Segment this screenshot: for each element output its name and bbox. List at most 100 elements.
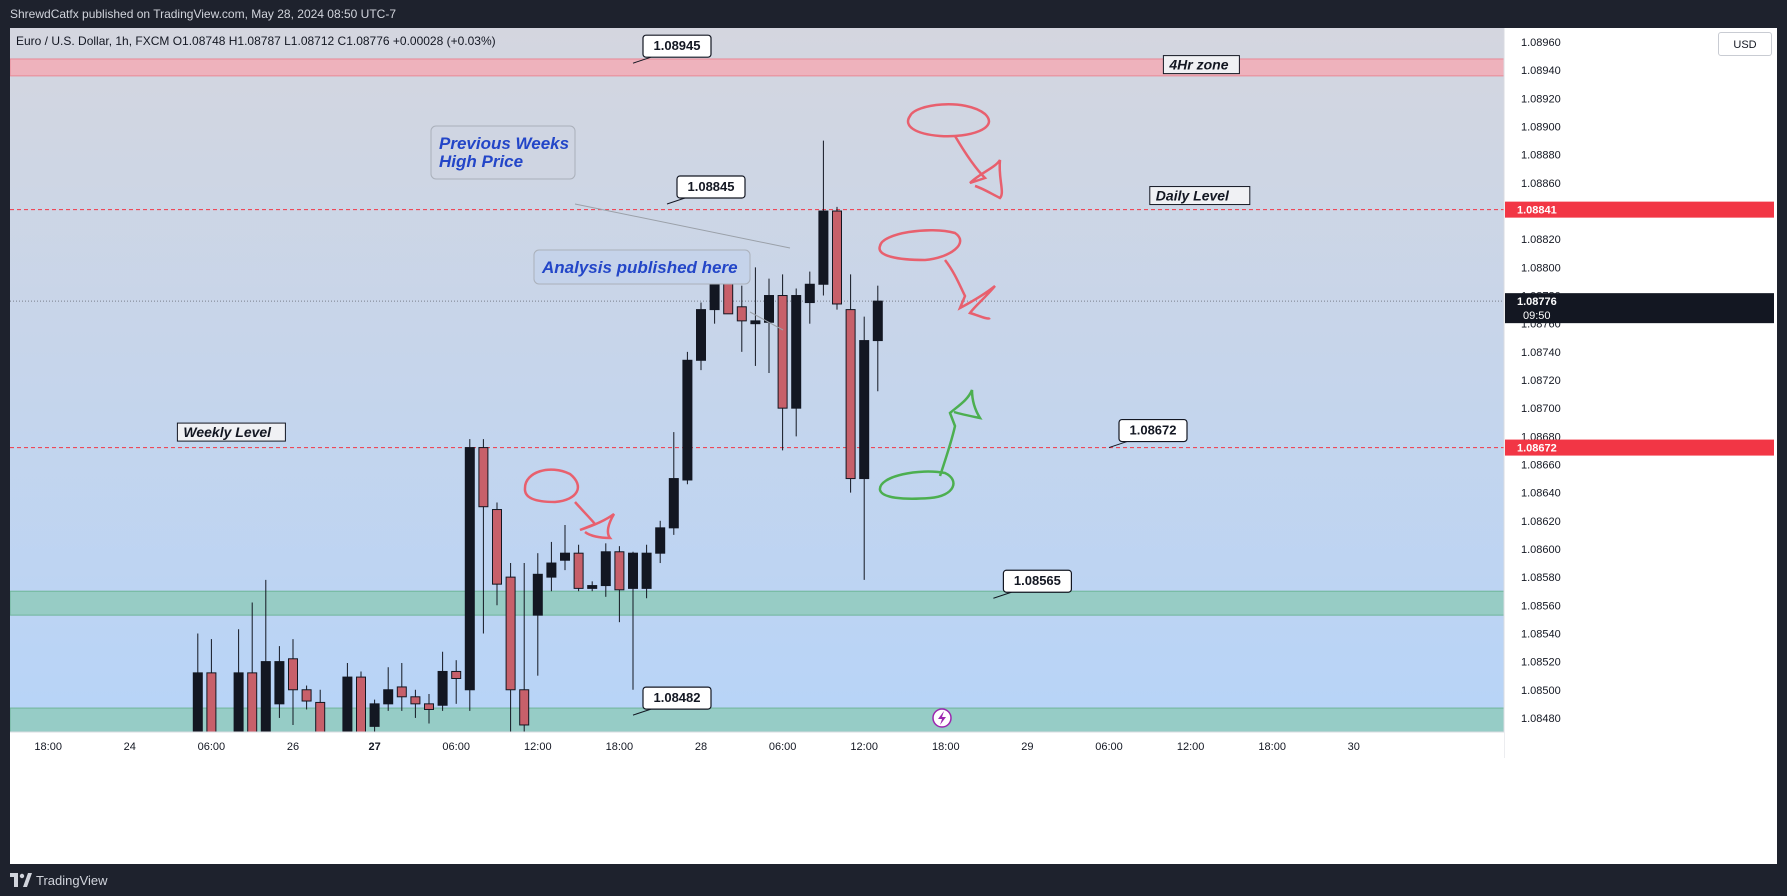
price-label-pointer-0 [632, 56, 652, 64]
callout-pointer-analysis [749, 311, 784, 331]
y-tick-20: 1.08880 [1521, 150, 1561, 162]
x-tick-3: 06:00 [198, 741, 226, 753]
alert-icon[interactable] [932, 708, 952, 728]
candle-body-24 [546, 562, 557, 578]
publisher-header: ShrewdCatfx published on TradingView.com… [0, 0, 1787, 28]
x-tick-8: 18:00 [606, 741, 634, 753]
candle-body-40 [764, 295, 774, 323]
y-tick-3: 1.08540 [1521, 628, 1561, 640]
x-tick-6: 06:00 [442, 741, 470, 753]
freehand-drawings [523, 103, 1004, 540]
red-arrow-top [953, 135, 1004, 200]
candle-body-20 [492, 509, 502, 585]
plot-background [10, 28, 1504, 732]
time-axis-background [10, 732, 1504, 864]
price-label-box-2 [1118, 418, 1188, 443]
axis-level-tag-0 [1505, 201, 1774, 218]
green-circle [878, 470, 955, 500]
candle-body-31 [641, 552, 652, 589]
y-tick-23: 1.08940 [1521, 65, 1561, 77]
candle-body-42 [791, 295, 802, 409]
annotation-box-1 [1149, 186, 1251, 206]
price-label-1: 1.08845 [688, 179, 735, 194]
candle-body-38 [736, 306, 747, 322]
y-tick-8: 1.08640 [1521, 488, 1561, 500]
labels-layer: 1.08945 1.08845 1.08672 1.08565 1.08482 [632, 34, 1188, 716]
callout-box-prev-week [430, 125, 576, 180]
red-circle-mid [878, 229, 962, 262]
chart-frame[interactable]: Previous Weeks High Price Analysis publi… [10, 28, 1777, 864]
x-tick-13: 29 [1021, 741, 1033, 753]
y-tick-22: 1.08920 [1521, 93, 1561, 105]
candle-body-46 [845, 309, 856, 480]
y-tick-24: 1.08960 [1521, 37, 1561, 49]
candle-body-12 [383, 689, 394, 705]
price-label-pointer-2 [1108, 441, 1128, 449]
axis-level-tag-1 [1505, 439, 1774, 456]
price-label-0: 1.08945 [654, 38, 701, 53]
price-label-box-3 [1002, 569, 1073, 593]
chart[interactable]: Previous Weeks High Price Analysis publi… [10, 28, 1777, 864]
candle-body-48 [872, 300, 883, 342]
annotation-0: 4Hr zone [1168, 57, 1228, 73]
callout-text-prev-week-2: High Price [439, 152, 523, 171]
y-tick-6: 1.08600 [1521, 544, 1561, 556]
candle-body-36 [709, 280, 720, 311]
price-label-pointer-1 [666, 197, 686, 205]
y-tick-19: 1.08860 [1521, 178, 1561, 190]
y-tick-17: 1.08820 [1521, 234, 1561, 246]
callout-pointer-prev-week [574, 203, 791, 249]
x-tick-2: 24 [124, 741, 136, 753]
candle-body-30 [628, 552, 638, 589]
currency-button[interactable]: USD [1718, 32, 1772, 56]
x-tick-14: 06:00 [1095, 741, 1123, 753]
candle-body-4 [260, 661, 271, 733]
candle-body-45 [832, 210, 842, 305]
annotation-1: Daily Level [1156, 188, 1230, 204]
time-axis[interactable]: 0018:002406:00262706:0012:0018:002806:00… [10, 731, 1504, 864]
candle-body-35 [696, 309, 706, 361]
price-label-3: 1.08565 [1014, 573, 1061, 588]
candle-body-41 [777, 295, 788, 409]
candle-body-21 [505, 576, 516, 691]
price-axis[interactable]: 1.08480 1.08500 1.08520 1.08540 1.08560 1.085… [1503, 28, 1777, 864]
x-tick-12: 18:00 [932, 741, 960, 753]
publisher-line: ShrewdCatfx published on TradingView.com… [10, 7, 396, 21]
candle-body-33 [668, 478, 679, 529]
price-label-2: 1.08672 [1130, 423, 1177, 438]
price-label-box-0 [642, 34, 712, 58]
candle-body-37 [723, 280, 734, 315]
y-tick-13: 1.08740 [1521, 347, 1561, 359]
candle-body-1 [206, 672, 217, 733]
axis-countdown: 09:50 [1523, 310, 1551, 322]
candle-body-29 [614, 551, 625, 591]
candle-body-0 [192, 672, 203, 733]
candle-body-17 [451, 670, 462, 679]
x-tick-1: 18:00 [34, 741, 62, 753]
x-tick-17: 30 [1348, 741, 1360, 753]
candle-body-44 [818, 210, 829, 285]
y-tick-16: 1.08800 [1521, 262, 1561, 274]
candle-body-27 [587, 585, 598, 589]
x-tick-11: 12:00 [850, 741, 878, 753]
y-tick-12: 1.08720 [1521, 375, 1561, 387]
candle-body-11 [369, 703, 380, 727]
symbol-legend: Euro / U.S. Dollar, 1h, FXCM O1.08748 H1… [16, 34, 496, 48]
price-label-pointer-4 [632, 708, 652, 716]
y-tick-7: 1.08620 [1521, 516, 1561, 528]
y-tick-11: 1.08700 [1521, 403, 1561, 415]
callout-text-analysis: Analysis published here [541, 258, 738, 277]
annotations-layer: 4Hr zone Daily Level Weekly Level [176, 55, 1251, 442]
candle-body-34 [682, 359, 693, 481]
zones-layer [10, 58, 1505, 733]
footer-brand: TradingView [36, 872, 108, 888]
candle-body-28 [600, 551, 611, 587]
y-tick-1: 1.08500 [1521, 685, 1561, 697]
annotation-2: Weekly Level [183, 424, 272, 440]
x-tick-16: 18:00 [1258, 741, 1286, 753]
candle-body-6 [288, 658, 298, 691]
candle-body-15 [424, 703, 434, 710]
x-tick-9: 28 [695, 741, 707, 753]
y-tick-4: 1.08560 [1521, 600, 1561, 612]
zone-1 [10, 590, 1505, 616]
